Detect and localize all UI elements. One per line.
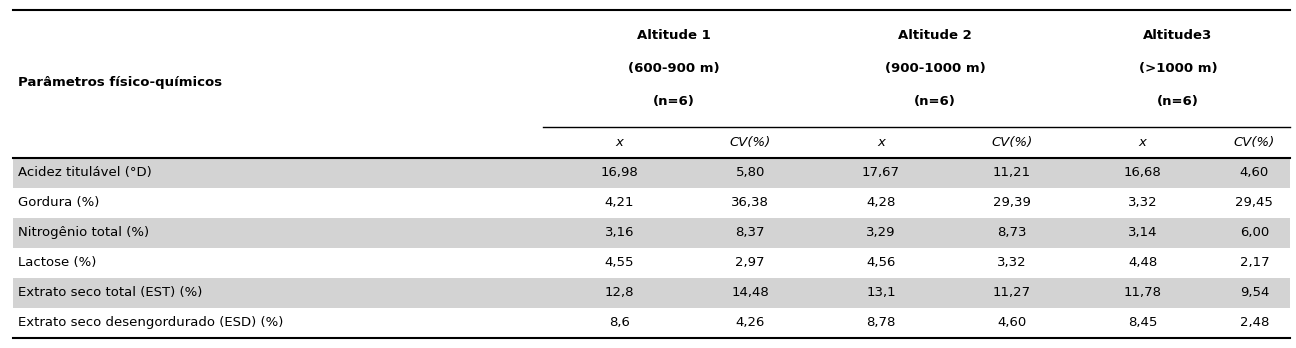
Text: 2,97: 2,97 (735, 256, 765, 269)
Text: 8,45: 8,45 (1128, 316, 1157, 329)
Text: (600-900 m): (600-900 m) (627, 62, 719, 75)
Text: 4,26: 4,26 (736, 316, 765, 329)
Text: CV(%): CV(%) (1234, 136, 1275, 149)
Text: 8,73: 8,73 (997, 226, 1026, 239)
Text: 2,48: 2,48 (1240, 316, 1269, 329)
Text: 3,32: 3,32 (1128, 196, 1157, 209)
Text: 9,54: 9,54 (1240, 286, 1269, 299)
Text: Extrato seco desengordurado (ESD) (%): Extrato seco desengordurado (ESD) (%) (18, 316, 284, 329)
Text: 36,38: 36,38 (731, 196, 769, 209)
Text: 17,67: 17,67 (862, 166, 899, 179)
Text: 11,21: 11,21 (993, 166, 1030, 179)
Text: 3,29: 3,29 (866, 226, 896, 239)
Text: 16,68: 16,68 (1124, 166, 1161, 179)
Text: (>1000 m): (>1000 m) (1138, 62, 1217, 75)
Text: 29,39: 29,39 (993, 196, 1030, 209)
Text: (n=6): (n=6) (1157, 95, 1199, 108)
Text: 14,48: 14,48 (731, 286, 769, 299)
Text: 8,6: 8,6 (609, 316, 630, 329)
Text: Parâmetros físico-químicos: Parâmetros físico-químicos (18, 76, 223, 89)
Text: x: x (616, 136, 623, 149)
Text: 8,78: 8,78 (866, 316, 896, 329)
Text: Altitude 2: Altitude 2 (898, 30, 972, 42)
Text: Extrato seco total (EST) (%): Extrato seco total (EST) (%) (18, 286, 202, 299)
Text: Altitude3: Altitude3 (1143, 30, 1213, 42)
Text: (n=6): (n=6) (915, 95, 956, 108)
Text: x: x (1139, 136, 1147, 149)
Bar (13, 158, 1290, 188)
Text: Altitude 1: Altitude 1 (636, 30, 710, 42)
Text: Acidez titulável (°D): Acidez titulável (°D) (18, 166, 152, 179)
Text: 29,45: 29,45 (1235, 196, 1274, 209)
Text: 5,80: 5,80 (736, 166, 765, 179)
Text: 3,32: 3,32 (997, 256, 1026, 269)
Text: 8,37: 8,37 (735, 226, 765, 239)
Text: 2,17: 2,17 (1239, 256, 1269, 269)
Text: (n=6): (n=6) (653, 95, 695, 108)
Text: Nitrogênio total (%): Nitrogênio total (%) (18, 226, 149, 239)
Bar (13, 218, 1290, 247)
Text: 11,78: 11,78 (1124, 286, 1161, 299)
Text: 3,16: 3,16 (604, 226, 634, 239)
Text: x: x (877, 136, 885, 149)
Text: 4,56: 4,56 (866, 256, 896, 269)
Bar (13, 278, 1290, 308)
Text: 3,14: 3,14 (1128, 226, 1157, 239)
Text: CV(%): CV(%) (730, 136, 771, 149)
Text: CV(%): CV(%) (991, 136, 1033, 149)
Text: 16,98: 16,98 (600, 166, 638, 179)
Text: (900-1000 m): (900-1000 m) (885, 62, 986, 75)
Text: Gordura (%): Gordura (%) (18, 196, 100, 209)
Text: Lactose (%): Lactose (%) (18, 256, 96, 269)
Text: 4,21: 4,21 (604, 196, 634, 209)
Text: 11,27: 11,27 (993, 286, 1030, 299)
Text: 12,8: 12,8 (604, 286, 634, 299)
Text: 4,28: 4,28 (866, 196, 896, 209)
Text: 13,1: 13,1 (866, 286, 896, 299)
Text: 6,00: 6,00 (1240, 226, 1269, 239)
Text: 4,60: 4,60 (1240, 166, 1269, 179)
Text: 4,55: 4,55 (604, 256, 634, 269)
Text: 4,60: 4,60 (997, 316, 1026, 329)
Text: 4,48: 4,48 (1128, 256, 1157, 269)
